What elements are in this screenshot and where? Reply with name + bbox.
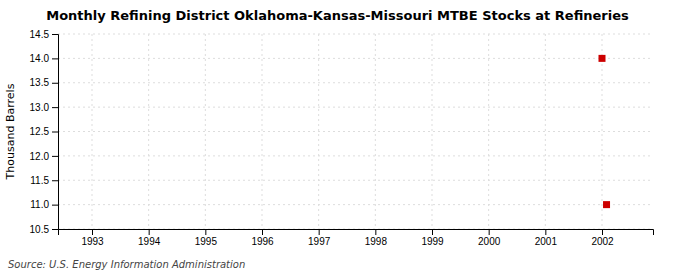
- tick-mark: [205, 229, 206, 235]
- tick: 12.5: [30, 126, 58, 137]
- tick-label: 12.5: [30, 126, 50, 137]
- grid-line: [92, 34, 93, 229]
- tick-mark: [52, 107, 58, 108]
- tick: 1995: [195, 229, 218, 247]
- grid-line: [58, 204, 653, 205]
- x-axis: 1993 1994 1995 1996 1997 1998 1999 2000 2001 2002: [59, 229, 654, 247]
- tick-label: 2002: [591, 236, 614, 247]
- tick-label: 2000: [478, 236, 501, 247]
- point: [603, 201, 610, 208]
- tick-mark: [92, 229, 93, 235]
- tick-mark: [375, 229, 376, 235]
- title: Monthly Refining District Oklahoma-Kansa…: [46, 8, 629, 23]
- tick: 14.5: [30, 29, 58, 40]
- grid-line: [58, 155, 653, 156]
- tick: 13.0: [30, 102, 58, 113]
- point: [599, 55, 606, 62]
- grid-line: [58, 34, 653, 35]
- chart: 1993 1994 1995 1996 1997 1998 1999 2000 2001 2002…: [0, 0, 675, 275]
- tick: 2002: [591, 229, 614, 247]
- tick-mark: [52, 34, 58, 35]
- tick-mark: [52, 156, 58, 157]
- tick-label: 2001: [535, 236, 558, 247]
- tick: 13.5: [30, 77, 58, 88]
- tick: 1997: [308, 229, 331, 247]
- tick-label: 14.0: [30, 53, 50, 64]
- tick: 1994: [138, 229, 161, 247]
- tick-label: 13.5: [30, 77, 50, 88]
- tick-mark: [52, 180, 58, 181]
- tick-label: 1993: [81, 236, 104, 247]
- tick-label: 1997: [308, 236, 331, 247]
- tick-mark: [149, 229, 150, 235]
- grid-line: [58, 107, 653, 108]
- tick-mark: [52, 229, 58, 230]
- y-axis-label: Thousand Barrels: [4, 83, 17, 180]
- grid-line: [58, 131, 653, 132]
- annotation: Source: U.S. Energy Information Administ…: [8, 259, 245, 270]
- tick-label: 1999: [421, 236, 444, 247]
- tick-label: 14.5: [30, 29, 50, 40]
- plot: 1993 1994 1995 1996 1997 1998 1999 2000 2001 2002…: [30, 29, 654, 247]
- tick-mark: [52, 58, 58, 59]
- tick-mark: [545, 229, 546, 235]
- marks: [599, 55, 611, 208]
- y-axis: 10.5 11.0 11.5 12.0 12.5 13.0 13.5 14.0 14.5: [30, 29, 59, 235]
- grid: [58, 34, 653, 229]
- tick-mark: [52, 205, 58, 206]
- tick: 2000: [478, 229, 501, 247]
- tick-mark: [262, 229, 263, 235]
- tick: 1993: [81, 229, 104, 247]
- tick-label: 12.0: [30, 151, 50, 162]
- tick-mark: [52, 132, 58, 133]
- tick-mark: [602, 229, 603, 235]
- tick: 10.5: [30, 224, 58, 235]
- tick: 1996: [251, 229, 274, 247]
- grid-line: [58, 180, 653, 181]
- tick-mark: [52, 83, 58, 84]
- tick-label: 13.0: [30, 102, 50, 113]
- axis-line: [52, 35, 59, 230]
- grid-line: [58, 82, 653, 83]
- tick-label: 1998: [365, 236, 388, 247]
- tick-label: 10.5: [30, 224, 50, 235]
- tick-label: 1995: [195, 236, 218, 247]
- tick: 1999: [421, 229, 444, 247]
- tick-mark: [489, 229, 490, 235]
- grid-line: [262, 34, 263, 229]
- tick-mark: [432, 229, 433, 235]
- tick-label: 11.5: [30, 175, 49, 186]
- axis-line: [59, 230, 654, 236]
- tick-label: 11.0: [30, 199, 49, 210]
- tick: 1998: [365, 229, 388, 247]
- tick: 11.0: [30, 199, 58, 210]
- tick: 14.0: [30, 53, 58, 64]
- tick: 12.0: [30, 151, 58, 162]
- tick: 11.5: [30, 175, 58, 186]
- tick-mark: [319, 229, 320, 235]
- grid-line: [602, 34, 603, 229]
- tick: 2001: [535, 229, 558, 247]
- tick-label: 1994: [138, 236, 161, 247]
- tick-label: 1996: [251, 236, 274, 247]
- grid-line: [432, 34, 433, 229]
- grid-line: [58, 58, 653, 59]
